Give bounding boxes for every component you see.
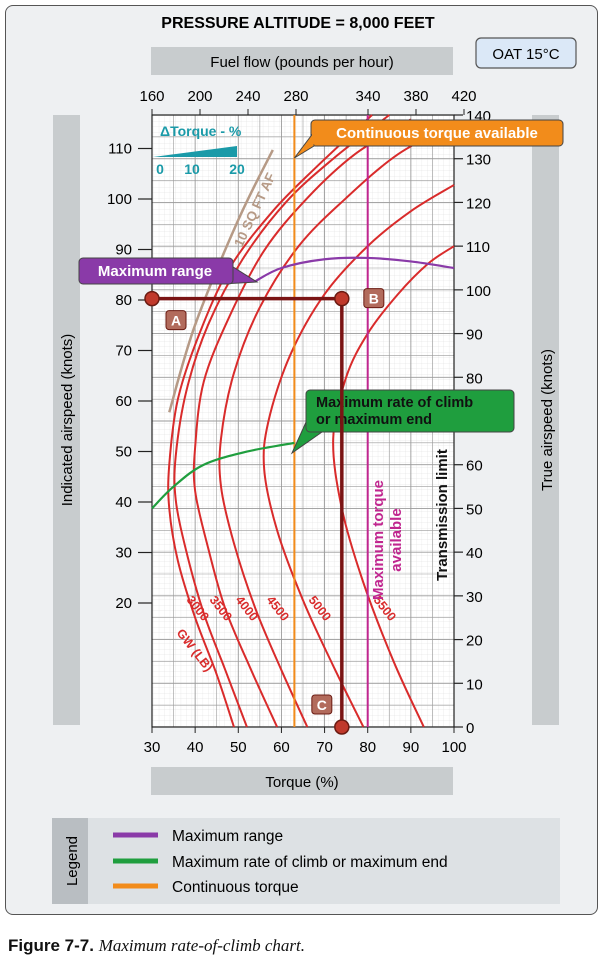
ias-tick-label: 60: [115, 393, 132, 410]
fuel-flow-tick-label: 380: [403, 88, 428, 105]
tas-tick-label: 10: [466, 676, 483, 693]
legend-item-max-climb: Maximum rate of climb or maximum end: [113, 854, 448, 871]
max-torque-label-line2: available: [388, 508, 405, 571]
max-range-callout-label: Maximum range: [98, 263, 212, 280]
delta-torque-label: ΔTorque - %: [160, 123, 242, 139]
example-point-badge: [363, 288, 385, 309]
chart: PRESSURE ALTITUDE = 8,000 FEET OAT 15°C …: [52, 15, 577, 904]
max-climb-callout-box: [305, 389, 515, 433]
ias-tick-label: 110: [108, 141, 132, 158]
torque-tick-label: 60: [273, 739, 290, 756]
tas-tick-label: 100: [466, 283, 491, 300]
max-climb-line: [151, 441, 295, 510]
ias-tick-label: 80: [115, 292, 132, 309]
oat-badge: OAT 15°C: [475, 37, 577, 69]
max-climb-callout-line2: or maximum end: [316, 412, 432, 428]
gw-curve-3000: [167, 114, 373, 728]
legend-label: Maximum rate of climb or maximum end: [172, 854, 448, 871]
example-point-marker: [334, 719, 350, 735]
caption-figure-number: Figure 7-7.: [8, 936, 94, 955]
torque-label: Torque (%): [265, 774, 338, 791]
torque-tick-label: 70: [316, 739, 333, 756]
legend-item-continuous-torque: Continuous torque: [113, 879, 299, 896]
torque-tick-label: 100: [441, 739, 466, 756]
fuel-flow-tick-label: 420: [451, 88, 476, 105]
figure-caption: Figure 7-7. Maximum rate-of-climb chart.: [8, 936, 305, 956]
caption-text: Maximum rate-of-climb chart.: [98, 936, 306, 955]
gw-curve-4000: [192, 118, 412, 728]
callout-fill: [312, 121, 562, 145]
fuel-flow-tick-label: 160: [139, 88, 164, 105]
tas-tick-label: 20: [466, 633, 483, 650]
torque-tick-label: 50: [230, 739, 247, 756]
tas-tick-label: 0: [466, 720, 474, 737]
fuel-flow-label: Fuel flow (pounds per hour): [210, 54, 393, 71]
legend-item-max-range: Maximum range: [113, 828, 283, 845]
ias-tick-label: 90: [115, 242, 132, 259]
ias-tick-label: 50: [115, 444, 132, 461]
tas-tick-label: 120: [466, 195, 491, 212]
tas-tick-label: 60: [466, 458, 483, 475]
legend: Legend Maximum range Maximum rate of cli…: [52, 818, 560, 904]
tas-tick-label: 110: [466, 239, 490, 256]
legend-label: Maximum range: [172, 828, 283, 845]
example-path: A B C: [144, 288, 385, 735]
right-axis-label-bar: [532, 115, 559, 725]
example-point-badge: [311, 694, 333, 715]
torque-tick-label: 90: [403, 739, 420, 756]
ias-tick-label: 20: [115, 595, 132, 612]
tas-tick-label: 40: [466, 545, 483, 562]
legend-title: Legend: [64, 836, 81, 886]
torque-label-bar: [151, 767, 453, 795]
example-point-label: B: [369, 291, 379, 307]
max-torque-label-line1: Maximum torque: [370, 480, 387, 600]
transmission-limit-label: Transmission limit: [434, 449, 451, 581]
delta-torque-tick: 0: [156, 161, 164, 177]
gw-curve-4500: [218, 122, 455, 728]
fuel-flow-tick-label: 280: [283, 88, 308, 105]
tas-tick-label: 130: [466, 152, 491, 169]
max-range-callout-box: [78, 257, 234, 285]
example-point-marker: [144, 290, 160, 307]
tas-tick-label: 80: [466, 370, 483, 387]
example-point-marker: [334, 290, 350, 307]
tas-tick-label: 90: [466, 327, 483, 344]
tas-tick-label: 50: [466, 501, 483, 518]
fuel-flow-tick-label: 200: [187, 88, 212, 105]
gw-curve-5000: [262, 184, 455, 728]
right-axis-label: True airspeed (knots): [539, 349, 556, 491]
torque-tick-label: 40: [187, 739, 204, 756]
example-point-badge: [165, 310, 187, 331]
delta-torque-tick: 20: [229, 161, 245, 177]
torque-tick-label: 80: [359, 739, 376, 756]
delta-torque-inset: ΔTorque - % 0 10 20: [153, 123, 245, 177]
ias-tick-label: 40: [115, 494, 132, 511]
delta-torque-tick: 10: [184, 161, 200, 177]
ias-tick-label: 30: [115, 545, 132, 562]
chart-title: PRESSURE ALTITUDE = 8,000 FEET: [161, 15, 435, 32]
example-point-label: C: [317, 697, 327, 713]
oat-label: OAT 15°C: [492, 46, 559, 63]
left-axis-label-bar: [53, 115, 80, 725]
fuel-flow-tick-label: 340: [355, 88, 380, 105]
left-axis-label: Indicated airspeed (knots): [59, 334, 76, 507]
torque-tick-label: 30: [144, 739, 161, 756]
continuous-torque-callout-label: Continuous torque available: [336, 125, 538, 142]
max-climb-callout-line1: Maximum rate of climb: [316, 395, 473, 411]
ias-tick-label: 100: [107, 191, 132, 208]
max-range-line: [255, 256, 455, 283]
fuel-flow-label-bar: [151, 47, 453, 75]
tas-tick-label: 30: [466, 589, 483, 606]
legend-label: Continuous torque: [172, 879, 299, 896]
fuel-flow-tick-label: 240: [235, 88, 260, 105]
ias-tick-label: 70: [115, 343, 132, 360]
example-point-label: A: [171, 313, 181, 329]
